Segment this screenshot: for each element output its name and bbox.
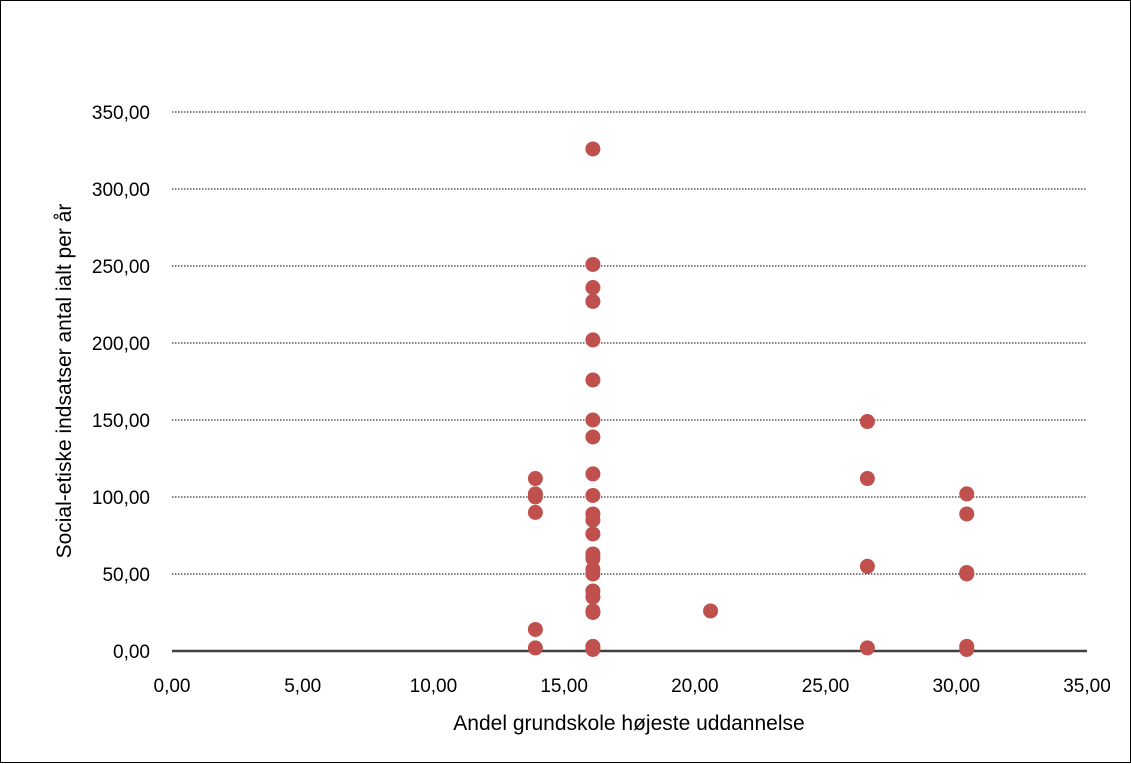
x-tick-label: 35,00: [1063, 676, 1111, 697]
x-tick-label: 5,00: [284, 676, 321, 697]
data-point: [585, 641, 601, 657]
y-tick-label: 150,00: [92, 411, 150, 432]
data-point: [703, 603, 719, 619]
y-tick-label: 100,00: [92, 488, 150, 509]
gridlines: [172, 111, 1087, 575]
data-point: [859, 414, 875, 430]
data-point: [585, 589, 601, 605]
x-tick-label: 10,00: [410, 676, 458, 697]
data-point: [585, 141, 601, 157]
data-point: [585, 487, 601, 503]
x-tick-labels: 0,00 5,00 10,00 15,00 20,00 25,00 30,00 35,00: [154, 676, 1111, 697]
data-point: [959, 486, 975, 502]
x-axis-title: Andel grundskole højeste uddannelse: [453, 712, 804, 735]
data-point: [959, 641, 975, 657]
y-tick-label: 300,00: [92, 180, 150, 201]
data-point: [527, 504, 543, 520]
data-point: [585, 466, 601, 482]
data-point: [585, 526, 601, 542]
data-point: [585, 412, 601, 428]
data-point: [859, 558, 875, 574]
x-tick-label: 30,00: [933, 676, 981, 697]
data-point: [585, 429, 601, 445]
data-point: [527, 489, 543, 505]
data-point: [859, 471, 875, 487]
y-tick-labels: 0,00 50,00 100,00 150,00 200,00 250,00 300,00 3…: [92, 103, 150, 663]
data-point: [585, 512, 601, 528]
x-tick-label: 0,00: [154, 676, 191, 697]
y-tick-label: 50,00: [102, 565, 150, 586]
data-point: [527, 640, 543, 656]
data-point: [585, 551, 601, 567]
x-tick-label: 25,00: [802, 676, 850, 697]
y-tick-label: 0,00: [113, 642, 150, 663]
data-point: [585, 372, 601, 388]
data-point: [859, 640, 875, 656]
data-point: [585, 566, 601, 582]
data-point: [585, 293, 601, 309]
y-tick-label: 350,00: [92, 103, 150, 124]
y-axis-title: Social-etiske indsatser antal ialt per å…: [53, 204, 76, 559]
x-tick-label: 15,00: [540, 676, 588, 697]
data-point: [585, 332, 601, 348]
y-tick-label: 200,00: [92, 334, 150, 355]
data-point: [585, 280, 601, 296]
data-point: [527, 471, 543, 487]
data-point: [959, 566, 975, 582]
data-points: [527, 141, 975, 657]
y-tick-label: 250,00: [92, 257, 150, 278]
data-point: [959, 506, 975, 522]
data-point: [585, 605, 601, 620]
x-tick-label: 20,00: [671, 676, 719, 697]
data-point: [585, 256, 601, 272]
data-point: [527, 621, 543, 637]
